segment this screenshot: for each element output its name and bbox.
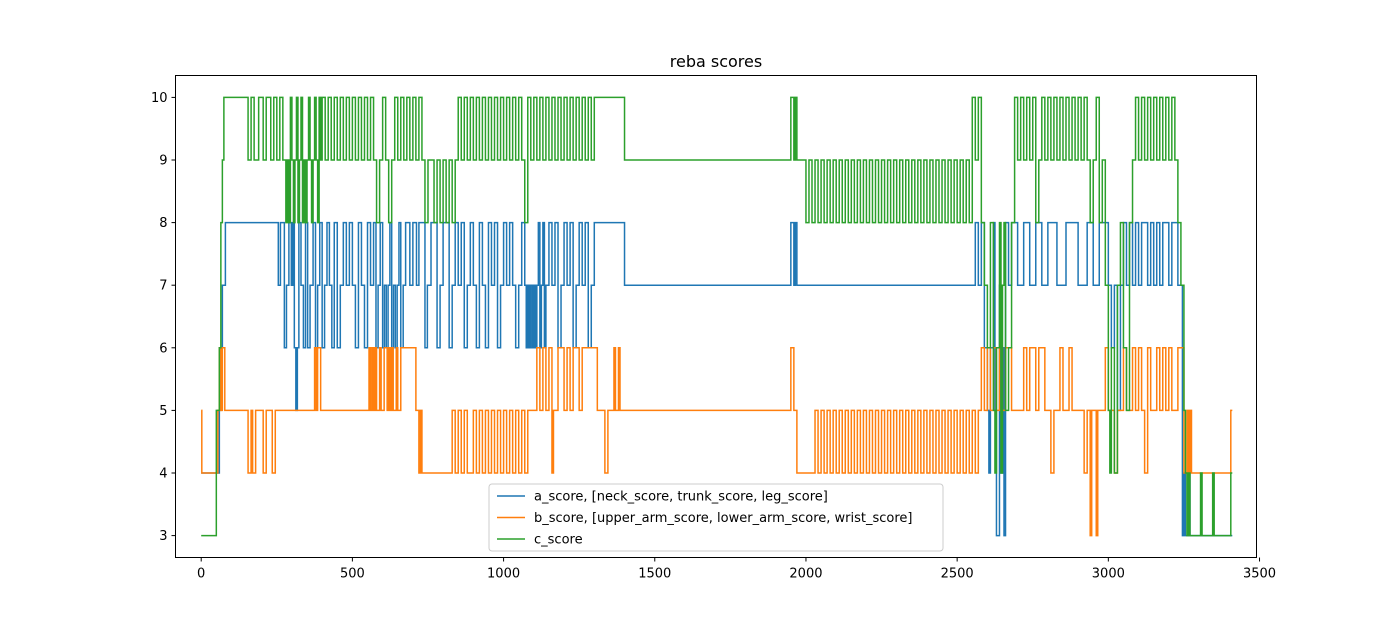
series-line-1 — [201, 221, 1233, 537]
y-tick-label: 9 — [159, 154, 167, 169]
legend-label: a_score, [neck_score, trunk_score, leg_s… — [534, 490, 828, 505]
x-tick-label: 3500 — [1243, 567, 1276, 582]
x-tick-label: 3000 — [1092, 567, 1125, 582]
plot-frame — [175, 75, 1257, 558]
y-tick-label: 8 — [159, 216, 167, 231]
y-axis: 3 4 5 6 7 8 9 10 — [151, 91, 176, 544]
legend-box — [488, 483, 944, 552]
series-line-2 — [201, 347, 1233, 537]
x-tick-label: 2000 — [789, 567, 822, 582]
y-tick-label: 10 — [151, 91, 168, 106]
x-axis: 0 500 1000 1500 2000 2500 3000 3500 — [197, 557, 1276, 582]
x-tick-label: 0 — [197, 567, 205, 582]
y-tick-label: 5 — [159, 404, 167, 419]
legend: a_score, [neck_score, trunk_score, leg_s… — [488, 483, 944, 552]
legend-label: c_score — [534, 533, 583, 548]
y-tick-label: 7 — [159, 279, 167, 294]
series-line-3 — [201, 96, 1233, 537]
x-tick-label: 1500 — [638, 567, 671, 582]
y-tick-label: 6 — [159, 341, 167, 356]
x-tick-label: 500 — [340, 567, 365, 582]
legend-label: b_score, [upper_arm_score, lower_arm_sco… — [534, 511, 913, 526]
y-tick-label: 4 — [159, 466, 167, 481]
x-tick-label: 2500 — [941, 567, 974, 582]
x-tick-label: 1000 — [487, 567, 520, 582]
y-tick-label: 3 — [159, 529, 167, 544]
chart-title: reba scores — [670, 52, 762, 71]
series-layer — [201, 96, 1233, 537]
